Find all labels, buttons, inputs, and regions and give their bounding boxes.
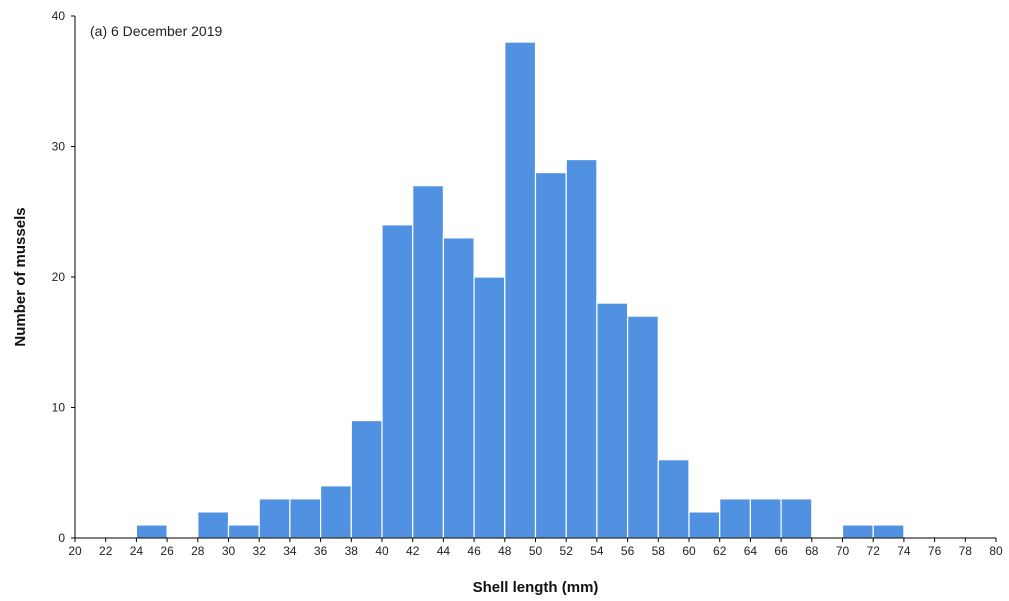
x-axis-title: Shell length (mm)	[473, 579, 599, 596]
histogram-bar	[872, 524, 905, 539]
x-tick-label: 48	[498, 544, 512, 558]
x-tick-label: 68	[805, 544, 819, 558]
y-tick-label: 10	[52, 401, 66, 415]
histogram-bar	[534, 172, 567, 539]
histogram-bar	[473, 276, 506, 539]
y-tick-label: 30	[52, 140, 66, 154]
x-tick-label: 58	[652, 544, 666, 558]
y-tick-label: 40	[52, 9, 66, 23]
x-tick-label: 36	[314, 544, 328, 558]
x-tick-label: 32	[253, 544, 267, 558]
x-tick-label: 28	[191, 544, 205, 558]
x-tick-label: 50	[529, 544, 543, 558]
histogram-bar	[412, 185, 445, 539]
x-tick-label: 20	[68, 544, 82, 558]
x-tick-label: 78	[959, 544, 973, 558]
x-tick-label: 44	[437, 544, 451, 558]
histogram-bar	[350, 419, 383, 539]
histogram-bar	[565, 158, 598, 539]
x-tick-label: 80	[989, 544, 1003, 558]
x-tick-label: 64	[744, 544, 758, 558]
x-tick-label: 74	[897, 544, 911, 558]
histogram-bar	[780, 498, 813, 539]
panel-label: (a) 6 December 2019	[90, 23, 223, 39]
histogram-bar	[381, 224, 414, 539]
x-tick-label: 38	[345, 544, 359, 558]
x-tick-label: 34	[283, 544, 297, 558]
x-tick-label: 76	[928, 544, 942, 558]
x-tick-label: 56	[621, 544, 635, 558]
x-tick-label: 46	[467, 544, 481, 558]
x-ticks-group: 20 22 24 26 28 30 32 34 36 38 40 42 44 46 48 50 52 54 56 58…	[68, 538, 1003, 558]
x-tick-label: 52	[560, 544, 574, 558]
histogram-bar	[289, 498, 322, 539]
histogram-bar	[197, 511, 230, 539]
y-tick-label: 20	[52, 270, 66, 284]
histogram-bar	[719, 498, 752, 539]
y-tick-label: 0	[58, 531, 65, 545]
y-ticks-group: 0 10 20 30 40	[52, 9, 75, 545]
histogram-bar	[504, 41, 537, 539]
x-tick-label: 70	[836, 544, 850, 558]
histogram-bar	[320, 485, 352, 539]
x-tick-label: 24	[130, 544, 144, 558]
x-tick-label: 30	[222, 544, 236, 558]
histogram-bar	[596, 302, 629, 539]
histogram-bar	[227, 524, 260, 539]
histogram-bar	[442, 237, 475, 539]
x-tick-label: 42	[406, 544, 420, 558]
histogram-bar	[657, 459, 690, 539]
histogram-bar	[258, 498, 291, 539]
x-tick-label: 62	[713, 544, 727, 558]
histogram-bar	[688, 511, 721, 539]
x-tick-label: 54	[590, 544, 604, 558]
x-tick-label: 66	[774, 544, 788, 558]
bars-group	[135, 41, 905, 539]
x-tick-label: 72	[867, 544, 881, 558]
histogram-bar	[626, 315, 659, 539]
y-axis-title: Number of mussels	[12, 207, 29, 346]
histogram-bar	[749, 498, 782, 539]
x-tick-label: 40	[375, 544, 389, 558]
x-tick-label: 60	[682, 544, 696, 558]
x-tick-label: 22	[99, 544, 113, 558]
histogram-bar	[841, 524, 874, 539]
histogram-bar	[135, 524, 168, 539]
x-tick-label: 26	[160, 544, 174, 558]
